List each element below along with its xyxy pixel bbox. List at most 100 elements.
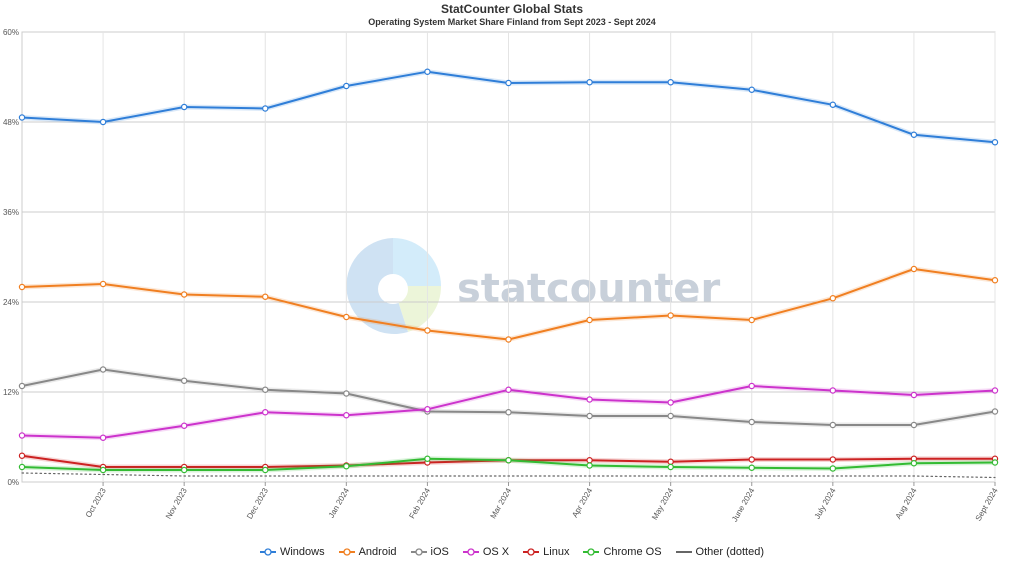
data-point-android[interactable] [424,327,431,334]
data-point-chrome-os[interactable] [343,463,350,470]
data-point-ios[interactable] [505,409,512,416]
x-tick-label: Apr 2024 [570,486,594,519]
data-point-windows[interactable] [99,118,107,126]
series-windows [18,68,999,146]
legend-symbol-icon [462,548,479,556]
data-point-ios[interactable] [343,390,350,397]
data-point-ios[interactable] [180,377,188,384]
data-point-android[interactable] [586,316,593,324]
data-point-os-x[interactable] [343,412,350,419]
statcounter-watermark: statcounter [346,238,720,334]
data-point-ios[interactable] [991,408,999,415]
data-point-os-x[interactable] [505,386,512,393]
series-ios [18,366,999,429]
legend-item-linux[interactable]: Linux [523,546,569,558]
data-point-os-x[interactable] [586,396,593,403]
data-point-chrome-os[interactable] [505,457,512,464]
watermark-text: statcounter [457,266,720,312]
data-point-linux[interactable] [748,456,755,463]
legend-symbol-icon [583,548,600,556]
data-point-windows[interactable] [424,68,431,75]
data-point-ios[interactable] [99,366,107,373]
data-point-linux[interactable] [18,452,26,459]
data-point-os-x[interactable] [262,409,269,416]
data-point-windows[interactable] [829,101,837,108]
data-point-chrome-os[interactable] [667,463,674,471]
data-point-windows[interactable] [748,86,755,93]
legend-label: Windows [279,546,325,558]
x-tick-label: Sept 2024 [974,486,1000,523]
data-point-android[interactable] [343,313,350,321]
data-point-android[interactable] [748,316,755,324]
legend-item-chrome-os[interactable]: Chrome OS [583,546,662,558]
data-point-linux[interactable] [586,457,593,464]
data-point-ios[interactable] [18,382,26,390]
data-point-android[interactable] [99,280,107,288]
data-point-android[interactable] [505,336,512,343]
series-chrome-os [18,455,999,474]
y-tick-label: 0% [7,478,19,487]
x-tick-label: June 2024 [730,486,757,523]
y-tick-label: 24% [3,298,19,307]
data-point-ios[interactable] [262,386,269,393]
data-point-chrome-os[interactable] [18,463,26,471]
data-point-android[interactable] [991,277,999,284]
data-point-android[interactable] [829,295,837,302]
data-point-os-x[interactable] [748,382,755,390]
data-point-chrome-os[interactable] [99,466,107,474]
data-point-windows[interactable] [910,131,918,138]
data-point-android[interactable] [180,291,188,298]
data-point-windows[interactable] [343,82,350,90]
data-point-ios[interactable] [748,418,755,426]
data-point-os-x[interactable] [667,399,674,406]
data-point-ios[interactable] [910,421,918,429]
y-tick-label: 48% [3,118,19,127]
data-point-os-x[interactable] [424,406,431,413]
data-point-windows[interactable] [18,114,26,121]
data-point-chrome-os[interactable] [748,464,755,471]
data-point-windows[interactable] [262,105,269,112]
legend-item-other-dotted[interactable]: Other (dotted) [675,546,765,558]
x-tick-label: Aug 2024 [894,486,919,521]
data-point-chrome-os[interactable] [991,459,999,466]
legend-label: iOS [430,546,449,558]
data-point-ios[interactable] [586,412,593,420]
data-point-os-x[interactable] [18,432,26,439]
series-other-dotted [21,472,996,479]
data-point-android[interactable] [910,265,918,273]
data-point-linux[interactable] [667,458,674,465]
data-point-windows[interactable] [667,79,674,86]
data-point-windows[interactable] [586,79,593,86]
data-point-windows[interactable] [180,103,188,111]
legend-label: Other (dotted) [695,546,765,558]
data-point-os-x[interactable] [991,387,999,394]
legend-symbol-icon [675,551,692,553]
data-point-android[interactable] [18,283,26,291]
data-point-chrome-os[interactable] [910,460,918,467]
legend-item-ios[interactable]: iOS [410,546,449,558]
data-point-android[interactable] [667,312,674,319]
data-point-windows[interactable] [991,139,999,146]
data-point-chrome-os[interactable] [180,466,188,474]
chart-subtitle: Operating System Market Share Finland fr… [368,17,656,27]
data-point-chrome-os[interactable] [829,465,837,472]
data-point-chrome-os[interactable] [424,455,431,462]
data-point-os-x[interactable] [99,434,107,441]
data-point-ios[interactable] [667,412,674,420]
data-point-os-x[interactable] [829,387,837,394]
data-point-os-x[interactable] [180,422,188,429]
watermark-logo-icon-base [346,238,408,334]
watermark-logo-icon [393,238,441,286]
legend-item-windows[interactable]: Windows [259,546,325,558]
legend-item-android[interactable]: Android [338,546,397,558]
legend-symbol-icon [523,548,540,556]
data-point-android[interactable] [262,293,269,300]
data-point-chrome-os[interactable] [262,466,269,474]
data-point-os-x[interactable] [910,391,918,399]
data-point-ios[interactable] [829,421,837,429]
x-tick-label: Oct 2023 [84,486,108,519]
legend-item-os-x[interactable]: OS X [462,546,509,558]
data-point-chrome-os[interactable] [586,462,593,469]
data-point-linux[interactable] [829,456,837,463]
data-point-windows[interactable] [505,79,512,87]
